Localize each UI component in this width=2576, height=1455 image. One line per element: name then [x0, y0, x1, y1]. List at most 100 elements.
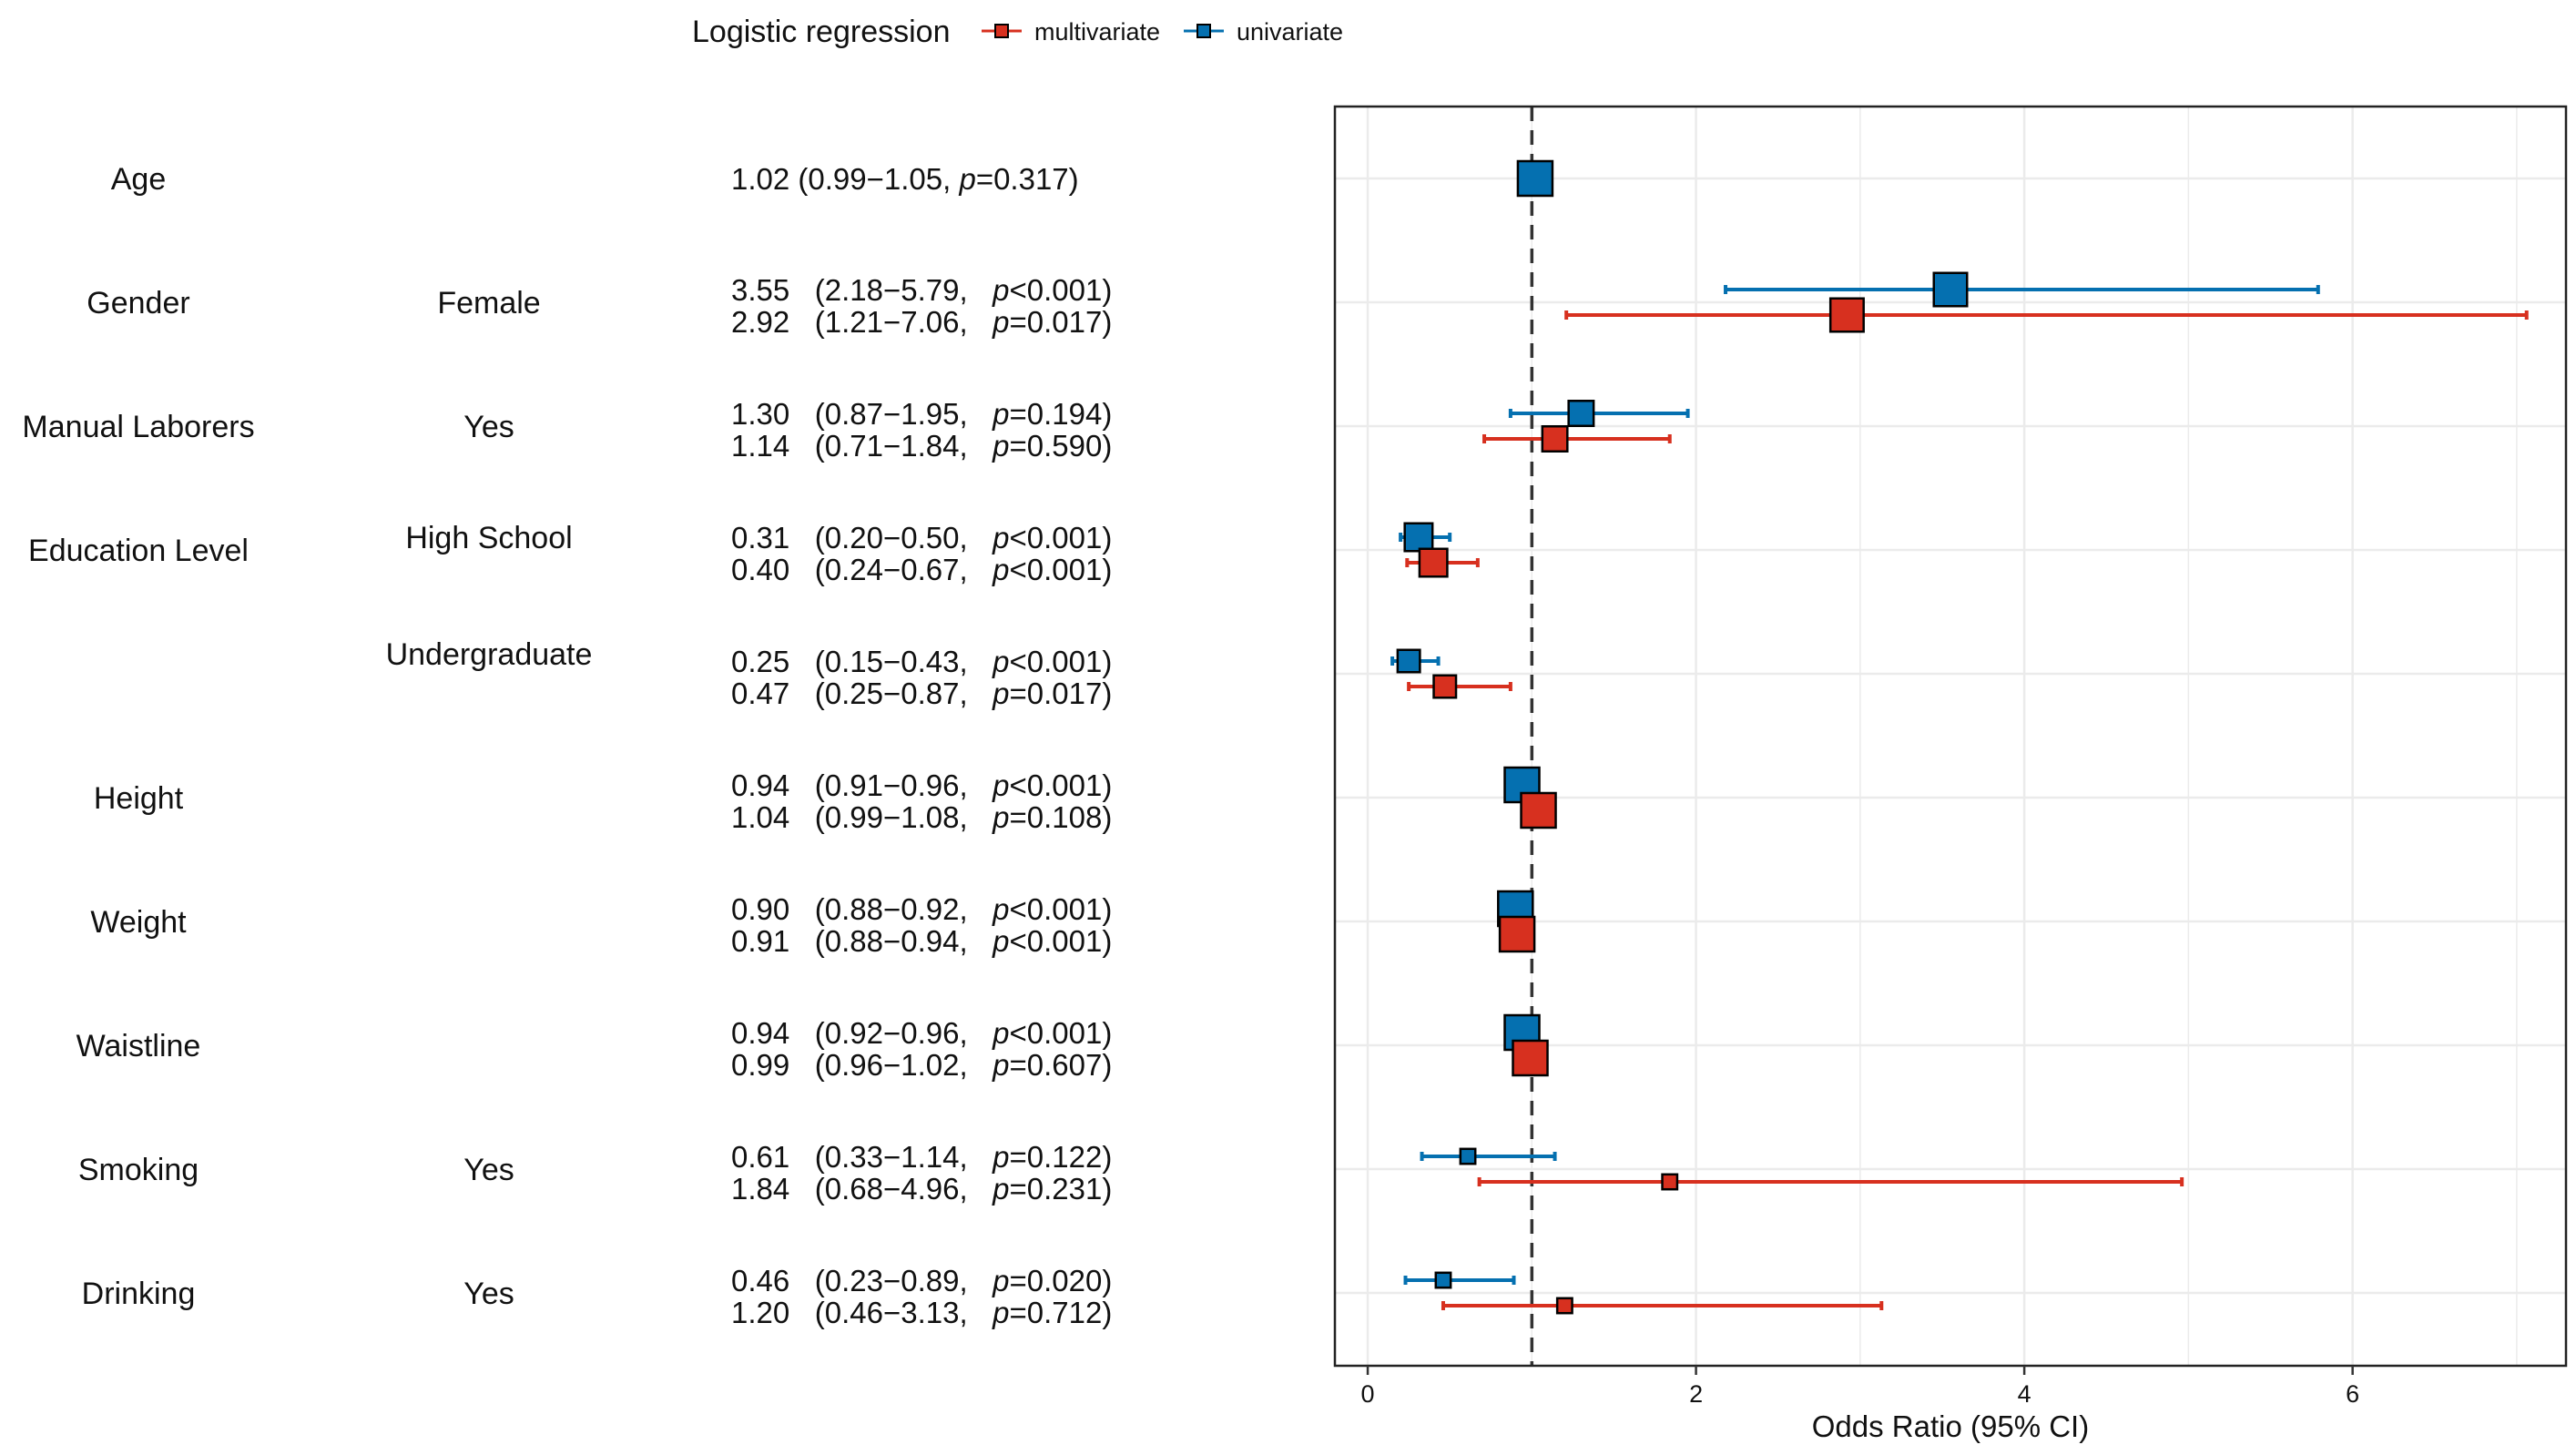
p-symbol: p	[992, 892, 1009, 926]
legend: Logistic regression multivariate univari…	[692, 15, 1343, 49]
p-value: <0.001)	[1009, 1016, 1112, 1050]
p-symbol: p	[992, 305, 1009, 339]
estimate-value: 0.40 (0.24−0.67,	[731, 553, 993, 586]
p-value: =0.017)	[1009, 677, 1112, 710]
point-estimate-multivariate	[1522, 793, 1556, 828]
point-estimate-univariate	[1405, 524, 1433, 552]
estimate-value: 0.47 (0.25−0.87,	[731, 677, 993, 710]
p-value: =0.607)	[1009, 1048, 1112, 1082]
estimate-text: 0.94 (0.91−0.96, p<0.001)	[731, 768, 1112, 802]
estimate-text: 0.31 (0.20−0.50, p<0.001)	[731, 521, 1112, 555]
estimate-value: 0.46 (0.23−0.89,	[731, 1264, 993, 1297]
point-estimate-multivariate	[1434, 676, 1457, 698]
row-variable-label: Waistline	[76, 1029, 201, 1063]
point-estimate-multivariate	[1543, 426, 1568, 452]
x-tick-label: 6	[2346, 1380, 2359, 1408]
row-level-label: Yes	[463, 410, 514, 444]
x-axis-title: Odds Ratio (95% CI)	[1812, 1409, 2089, 1443]
point-estimate-multivariate	[1557, 1298, 1572, 1313]
estimate-text: 2.92 (1.21−7.06, p=0.017)	[731, 305, 1112, 339]
p-symbol: p	[992, 273, 1009, 307]
p-symbol: p	[992, 1264, 1009, 1297]
row-level-label: Yes	[463, 1277, 514, 1311]
p-value: =0.020)	[1009, 1264, 1112, 1297]
estimate-text: 1.04 (0.99−1.08, p=0.108)	[731, 800, 1112, 834]
row-variable-label: Smoking	[78, 1153, 199, 1187]
estimate-value: 1.20 (0.46−3.13,	[731, 1296, 993, 1329]
estimate-value: 3.55 (2.18−5.79,	[731, 273, 993, 307]
estimate-text: 0.94 (0.92−0.96, p<0.001)	[731, 1016, 1112, 1050]
p-value: <0.001)	[1009, 521, 1112, 555]
legend-multivariate-key	[995, 25, 1008, 37]
legend-univariate-label: univariate	[1237, 18, 1343, 46]
row-level-label: Yes	[463, 1153, 514, 1187]
estimate-text: 1.30 (0.87−1.95, p=0.194)	[731, 397, 1112, 431]
estimate-text: 1.14 (0.71−1.84, p=0.590)	[731, 429, 1112, 463]
p-symbol: p	[958, 162, 975, 196]
p-value: <0.001)	[1009, 924, 1112, 958]
estimate-value: 1.04 (0.99−1.08,	[731, 800, 993, 834]
p-symbol: p	[992, 1048, 1009, 1082]
estimate-value: 1.30 (0.87−1.95,	[731, 397, 993, 431]
point-estimate-multivariate	[1663, 1175, 1677, 1189]
p-symbol: p	[992, 1140, 1009, 1174]
p-symbol: p	[992, 397, 1009, 431]
point-estimate-univariate	[1569, 401, 1594, 426]
x-tick-label: 2	[1689, 1380, 1703, 1408]
p-symbol: p	[992, 1016, 1009, 1050]
estimate-value: 1.02 (0.99−1.05,	[731, 162, 959, 196]
estimate-value: 1.14 (0.71−1.84,	[731, 429, 993, 463]
row-variable-label: Weight	[90, 905, 187, 940]
row-variable-label: Height	[94, 781, 184, 816]
p-symbol: p	[992, 1172, 1009, 1206]
point-estimate-univariate	[1461, 1149, 1475, 1164]
row-variable-label: Age	[111, 162, 167, 197]
p-value: <0.001)	[1009, 273, 1112, 307]
point-estimate-multivariate	[1830, 299, 1864, 332]
estimate-text: 0.46 (0.23−0.89, p=0.020)	[731, 1264, 1112, 1297]
row-level-label: Undergraduate	[386, 637, 593, 672]
p-value: <0.001)	[1009, 553, 1112, 586]
x-tick-label: 4	[2018, 1380, 2031, 1408]
estimate-value: 2.92 (1.21−7.06,	[731, 305, 993, 339]
p-symbol: p	[992, 553, 1009, 586]
point-estimate-univariate	[1398, 650, 1420, 673]
estimate-value: 0.25 (0.15−0.43,	[731, 645, 993, 678]
estimate-value: 0.99 (0.96−1.02,	[731, 1048, 993, 1082]
p-symbol: p	[992, 768, 1009, 802]
estimate-text: 1.02 (0.99−1.05, p=0.317)	[731, 162, 1079, 196]
p-value: <0.001)	[1009, 892, 1112, 926]
estimate-value: 0.31 (0.20−0.50,	[731, 521, 993, 555]
estimate-value: 0.90 (0.88−0.92,	[731, 892, 993, 926]
p-value: =0.317)	[976, 162, 1079, 196]
p-symbol: p	[992, 645, 1009, 678]
estimate-value: 0.94 (0.92−0.96,	[731, 1016, 993, 1050]
p-value: =0.108)	[1009, 800, 1112, 834]
estimate-value: 0.91 (0.88−0.94,	[731, 924, 993, 958]
point-estimate-multivariate	[1500, 917, 1534, 951]
plot-panel: 0 2 4 6 Odds Ratio (95% CI)	[1335, 107, 2566, 1443]
row-variable-label: Education Level	[28, 534, 249, 568]
x-tick-label: 0	[1361, 1380, 1375, 1408]
point-estimate-univariate	[1518, 161, 1553, 196]
point-estimate-multivariate	[1420, 549, 1448, 577]
forest-plot: Logistic regression multivariate univari…	[0, 0, 2576, 1455]
point-estimate-univariate	[1436, 1273, 1451, 1287]
estimate-text: 0.61 (0.33−1.14, p=0.122)	[731, 1140, 1112, 1174]
legend-univariate-key	[1197, 25, 1210, 37]
estimate-value: 0.94 (0.91−0.96,	[731, 768, 993, 802]
point-estimate-multivariate	[1513, 1041, 1548, 1075]
p-value: =0.194)	[1009, 397, 1112, 431]
x-axis: 0 2 4 6	[1361, 1366, 2360, 1408]
estimate-value: 0.61 (0.33−1.14,	[731, 1140, 993, 1174]
estimate-text: 3.55 (2.18−5.79, p<0.001)	[731, 273, 1112, 307]
row-level-label: Female	[437, 286, 540, 321]
p-symbol: p	[992, 521, 1009, 555]
estimate-text: 0.47 (0.25−0.87, p=0.017)	[731, 677, 1112, 710]
p-symbol: p	[992, 800, 1009, 834]
p-value: =0.017)	[1009, 305, 1112, 339]
estimate-text: 0.25 (0.15−0.43, p<0.001)	[731, 645, 1112, 678]
p-symbol: p	[992, 429, 1009, 463]
p-value: <0.001)	[1009, 768, 1112, 802]
p-value: =0.231)	[1009, 1172, 1112, 1206]
